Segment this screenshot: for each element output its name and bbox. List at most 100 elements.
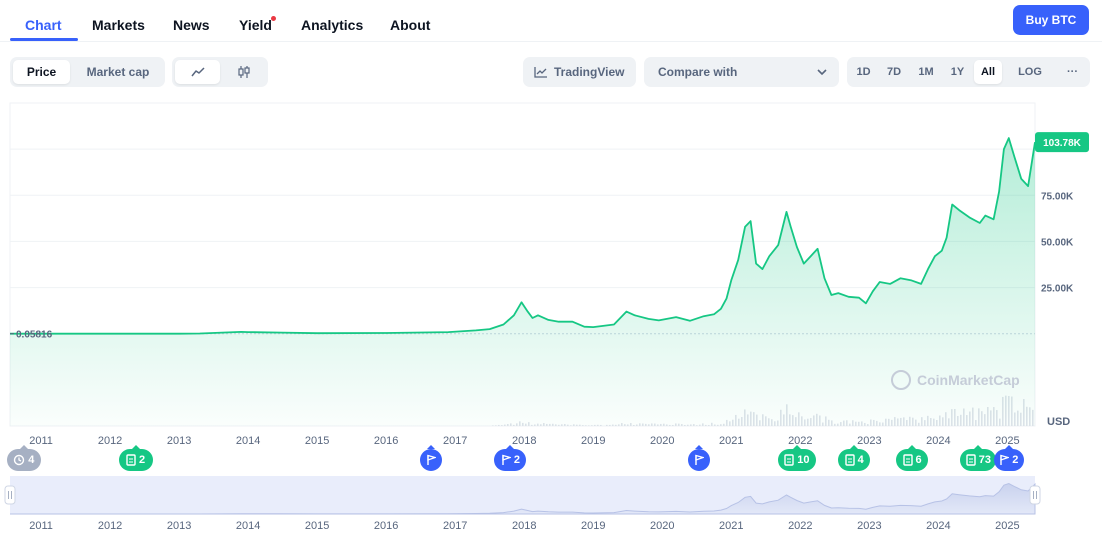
navigator-x-axis: 2011 2012 2013 2014 2015 2016 2017 2018 2019 2020… xyxy=(29,520,1019,532)
navigator-x-tick-label: 2011 xyxy=(29,520,53,532)
log-scale-button[interactable]: LOG xyxy=(1018,66,1042,78)
range-1m-button[interactable]: 1M xyxy=(918,66,934,78)
currency-label: USD xyxy=(1047,416,1070,428)
range-navigator[interactable] xyxy=(10,476,1035,514)
navigator-right-handle[interactable] xyxy=(1029,485,1041,505)
y-tick-label: 75.00K xyxy=(1041,191,1074,202)
x-tick-label: 2012 xyxy=(98,435,122,447)
y-tick-label: 50.00K xyxy=(1041,237,1074,248)
market-cap-tab[interactable]: Market cap xyxy=(86,65,150,79)
navigator-x-tick-label: 2023 xyxy=(857,520,881,532)
navigator-x-tick-label: 2012 xyxy=(98,520,122,532)
compare-with-select[interactable]: Compare with xyxy=(644,57,839,87)
navigator-x-tick-label: 2022 xyxy=(788,520,812,532)
chart-type-toggle xyxy=(172,57,268,87)
flag-icon xyxy=(427,454,436,465)
flag-icon xyxy=(502,454,511,465)
price-tab[interactable]: Price xyxy=(13,60,70,84)
buy-btc-button[interactable]: Buy BTC xyxy=(1013,5,1089,35)
line-chart-icon xyxy=(190,67,205,77)
tab-chart[interactable]: Chart xyxy=(25,17,62,33)
document-icon xyxy=(966,454,976,466)
news-marker[interactable]: 4 xyxy=(838,445,871,471)
navigator-x-tick-label: 2021 xyxy=(719,520,743,532)
navigator-x-tick-label: 2017 xyxy=(443,520,467,532)
x-tick-label: 2020 xyxy=(650,435,674,447)
marker-count: 73 xyxy=(978,454,992,466)
flag-marker[interactable] xyxy=(687,445,710,471)
navigator-x-tick-label: 2024 xyxy=(926,520,950,532)
start-price-label: 0.05816 xyxy=(10,330,53,341)
y-tick-label: 25.00K xyxy=(1041,284,1074,295)
compare-with-label: Compare with xyxy=(658,65,738,79)
current-price-text: 103.78K xyxy=(1043,138,1082,149)
x-tick-label: 2025 xyxy=(995,435,1019,447)
metric-toggle: Price Market cap xyxy=(10,57,165,87)
chevron-down-icon xyxy=(817,69,827,76)
marker-count: 4 xyxy=(857,454,864,466)
news-marker[interactable]: 73 xyxy=(960,445,997,471)
flag-icon xyxy=(1000,454,1010,465)
x-tick-label: 2019 xyxy=(581,435,605,447)
news-marker[interactable]: 10 xyxy=(777,445,816,471)
news-marker[interactable]: 2 xyxy=(118,445,153,471)
tradingview-chart-icon xyxy=(534,67,547,78)
y-axis: 25.00K 50.00K 75.00K xyxy=(1041,191,1074,294)
tradingview-button[interactable]: TradingView xyxy=(523,57,636,87)
navigator-x-tick-label: 2013 xyxy=(167,520,191,532)
watermark-text: CoinMarketCap xyxy=(917,372,1020,388)
candlestick-icon xyxy=(237,66,250,78)
tab-about[interactable]: About xyxy=(390,17,431,33)
price-area-fill xyxy=(10,138,1035,426)
document-icon xyxy=(844,454,855,466)
flag-icon xyxy=(695,454,704,465)
document-icon xyxy=(902,454,913,466)
tab-analytics[interactable]: Analytics xyxy=(301,17,364,33)
navigator-mini-chart xyxy=(10,482,1036,515)
marker-count: 10 xyxy=(797,454,810,466)
x-tick-label: 2016 xyxy=(374,435,398,447)
more-options-button[interactable]: ··· xyxy=(1067,66,1078,78)
x-tick-label: 2013 xyxy=(167,435,191,447)
watermark: CoinMarketCap xyxy=(891,370,1020,390)
range-1d-button[interactable]: 1D xyxy=(856,66,871,78)
line-chart-button[interactable] xyxy=(175,60,220,84)
time-range-group: 1D 7D 1M 1Y All LOG ··· xyxy=(847,57,1090,87)
document-icon xyxy=(126,454,136,466)
x-tick-label: 2023 xyxy=(857,435,881,447)
document-icon xyxy=(784,454,794,466)
active-tab-indicator xyxy=(10,38,78,41)
x-tick-label: 2014 xyxy=(236,435,260,447)
navigator-x-tick-label: 2025 xyxy=(995,520,1019,532)
flag-marker[interactable]: 2 xyxy=(993,445,1024,471)
tab-news[interactable]: News xyxy=(173,17,210,33)
marker-count: 6 xyxy=(915,454,922,466)
range-all-button[interactable]: All xyxy=(974,60,1002,84)
coinmarketcap-logo-icon xyxy=(891,370,911,390)
navigator-x-tick-label: 2020 xyxy=(650,520,674,532)
range-1y-button[interactable]: 1Y xyxy=(950,66,965,78)
navigator-left-handle[interactable] xyxy=(4,485,16,505)
x-tick-label: 2022 xyxy=(788,435,812,447)
x-tick-label: 2011 xyxy=(29,435,53,447)
navigator-x-tick-label: 2016 xyxy=(374,520,398,532)
x-tick-label: 2017 xyxy=(443,435,467,447)
marker-count: 2 xyxy=(1012,454,1019,466)
flag-marker[interactable]: 2 xyxy=(494,445,527,471)
navigator-x-tick-label: 2015 xyxy=(305,520,329,532)
flag-marker[interactable] xyxy=(420,445,442,471)
range-7d-button[interactable]: 7D xyxy=(886,66,902,78)
candlestick-button[interactable] xyxy=(222,60,265,84)
news-marker[interactable]: 6 xyxy=(896,445,929,471)
x-tick-label: 2024 xyxy=(926,435,950,447)
tab-yield[interactable]: Yield xyxy=(239,17,272,33)
clock-icon xyxy=(14,454,25,466)
x-tick-label: 2015 xyxy=(305,435,329,447)
navigator-x-tick-label: 2019 xyxy=(581,520,605,532)
marker-count: 2 xyxy=(513,454,520,466)
history-marker[interactable]: 4 xyxy=(6,445,41,471)
navigator-x-tick-label: 2018 xyxy=(512,520,536,532)
current-price-tag: 103.78K xyxy=(1035,132,1089,153)
tab-markets[interactable]: Markets xyxy=(92,17,145,33)
